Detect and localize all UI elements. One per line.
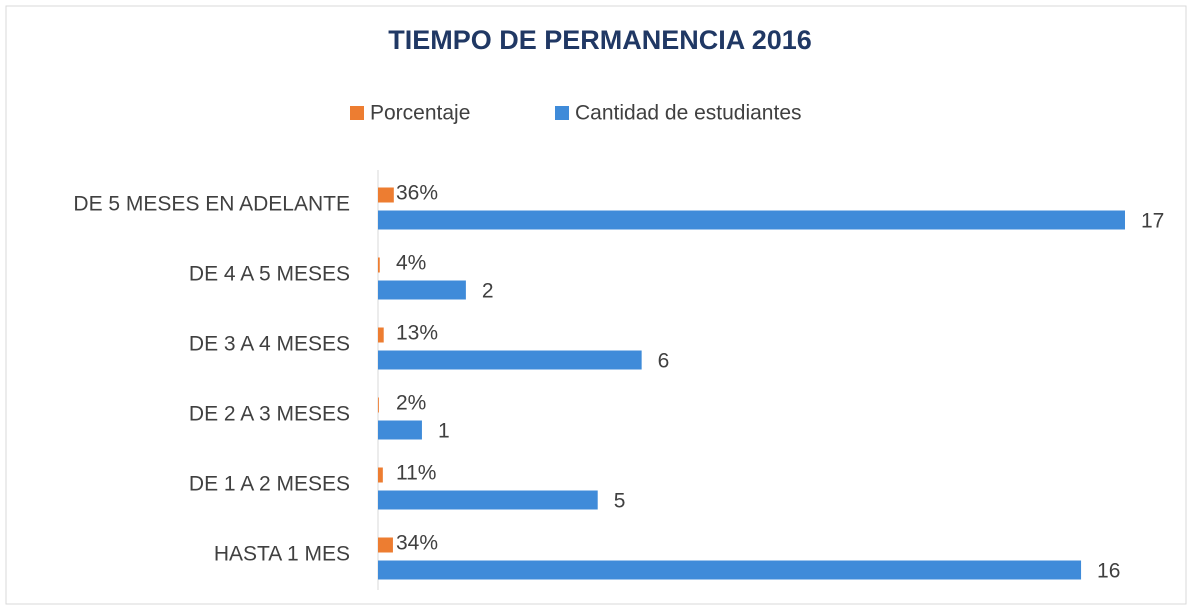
legend-label: Porcentaje: [370, 102, 470, 125]
data-label: 2: [482, 280, 494, 303]
data-label: 17: [1141, 210, 1164, 233]
data-label: 13%: [396, 322, 438, 345]
bar: [378, 560, 1082, 580]
data-label: 6: [658, 350, 670, 373]
y-tick-label: HASTA 1 MES: [214, 543, 350, 566]
chart-title: TIEMPO DE PERMANENCIA 2016: [388, 25, 812, 55]
bar: [378, 420, 422, 440]
data-label: 4%: [396, 252, 426, 275]
chart-border: [5, 5, 1187, 605]
bar: [378, 280, 466, 300]
data-label: 11%: [396, 462, 436, 485]
bar: [378, 350, 642, 370]
y-tick-label: DE 5 MESES EN ADELANTE: [73, 193, 350, 216]
data-label: 2%: [396, 392, 426, 415]
bar: [378, 537, 393, 553]
bar: [378, 327, 384, 343]
bar: [378, 467, 383, 483]
legend-swatch: [555, 106, 569, 120]
y-tick-label: DE 4 A 5 MESES: [189, 263, 350, 286]
y-tick-label: DE 1 A 2 MESES: [189, 473, 350, 496]
legend-swatch: [350, 106, 364, 120]
legend-label: Cantidad de estudiantes: [575, 102, 802, 125]
y-tick-label: DE 2 A 3 MESES: [189, 403, 350, 426]
data-label: 1: [438, 420, 450, 443]
data-label: 34%: [396, 532, 438, 555]
data-label: 5: [614, 490, 626, 513]
data-label: 16: [1097, 560, 1120, 583]
data-label: 36%: [396, 182, 438, 205]
bar: [378, 210, 1125, 230]
bar: [378, 187, 394, 203]
bar: [378, 397, 379, 413]
y-tick-label: DE 3 A 4 MESES: [189, 333, 350, 356]
bar: [378, 490, 598, 510]
bar: [378, 257, 380, 273]
